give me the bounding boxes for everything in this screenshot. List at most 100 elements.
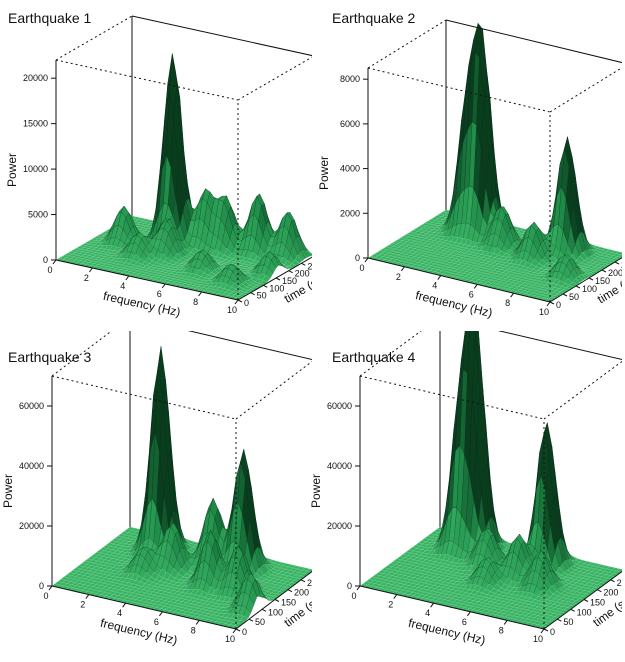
box-edge (549, 67, 622, 113)
x-tick-label: 10 (533, 634, 543, 644)
x-tick (430, 602, 434, 608)
z-tick-label: 0 (43, 255, 48, 265)
y-tick-label: 150 (282, 276, 297, 286)
box-edge (367, 19, 447, 69)
x-tick (198, 291, 203, 297)
x-axis-2 (367, 257, 551, 303)
y-tick (235, 628, 241, 632)
y-tick (301, 262, 306, 266)
x-axis-title: frequency (Hz) (407, 616, 487, 648)
z-tick-label: 60000 (19, 401, 44, 411)
y-tick-label: 100 (582, 284, 597, 294)
chart-title-2: Earthquake 2 (332, 10, 416, 26)
y-tick-label: 250 (621, 260, 622, 270)
surface-plot-2: 020004000600080000246810050100150200250f… (317, 19, 622, 320)
surface-1 (55, 53, 312, 301)
z-tick-label: 40000 (327, 461, 352, 471)
z-tick-label: 5000 (28, 210, 48, 220)
y-tick-label: 50 (257, 291, 267, 301)
x-tick-label: 10 (225, 634, 235, 644)
x-tick (546, 301, 551, 307)
z-tick-label: 0 (347, 581, 352, 591)
surface-plot-4: 02000040000600000246810050100150200250fr… (310, 331, 622, 648)
y-tick-label: 0 (550, 627, 555, 637)
y-tick (583, 599, 589, 602)
x-tick (195, 620, 200, 625)
ticks-4: 02000040000600000246810050100150200250 (327, 401, 622, 644)
z-tick-label: 10000 (23, 164, 48, 174)
chart-title-3: Earthquake 3 (8, 349, 92, 365)
x-tick-label: 2 (396, 272, 401, 282)
box-edge (445, 19, 622, 64)
y-tick-label: 100 (577, 607, 592, 617)
y-tick (261, 608, 267, 612)
box-edge (55, 59, 239, 101)
x-tick (234, 299, 239, 305)
y-tick-label: 0 (242, 627, 247, 637)
y-tick-label: 0 (244, 298, 249, 308)
box-front-3 (51, 331, 312, 630)
x-tick (437, 275, 442, 280)
x-axis-title: frequency (Hz) (99, 616, 179, 648)
y-tick-label: 50 (569, 292, 579, 302)
z-tick-label: 20000 (327, 521, 352, 531)
x-tick (473, 284, 478, 289)
z-axis-title: Power (317, 156, 331, 190)
x-tick-label: 0 (43, 591, 48, 601)
x-tick (364, 257, 369, 263)
y-tick (575, 285, 581, 289)
chart-panel-1: 0 5000 10000 15000 20000 0 2 4 6 8 10 0 50 100 150 200 2… (0, 0, 312, 331)
y-tick-label: 100 (269, 283, 284, 293)
x-tick (48, 585, 53, 591)
z-tick-label: 2000 (340, 208, 360, 218)
y-tick (549, 301, 555, 305)
x-tick (540, 628, 545, 634)
z-tick-label: 40000 (19, 461, 44, 471)
x-tick (52, 259, 57, 265)
x-tick-label: 2 (84, 273, 89, 283)
x-tick-label: 10 (227, 305, 237, 315)
x-tick (510, 292, 515, 298)
z-tick-label: 6000 (340, 119, 360, 129)
y-tick-label: 200 (294, 588, 309, 598)
x-tick-label: 2 (80, 600, 85, 610)
x-tick-label: 6 (157, 289, 162, 299)
box-edge (543, 360, 622, 420)
chart-title-1: Earthquake 1 (8, 10, 92, 26)
y-tick (588, 277, 594, 281)
x-tick-label: 4 (120, 281, 125, 291)
z-tick-label: 4000 (340, 164, 360, 174)
x-tick (158, 611, 163, 617)
ticks-3: 02000040000600000246810050100150200250 (19, 401, 312, 644)
z-tick-label: 60000 (327, 401, 352, 411)
y-tick (601, 269, 607, 273)
x-tick (161, 283, 166, 289)
y-tick (250, 292, 255, 296)
x-tick (122, 602, 126, 608)
x-tick (401, 266, 405, 272)
z-tick-label: 8000 (340, 74, 360, 84)
surface-3 (51, 346, 312, 630)
y-tick-label: 50 (563, 617, 573, 627)
y-tick-label: 100 (268, 607, 283, 617)
x-tick-label: 8 (505, 298, 510, 308)
x-tick-label: 6 (469, 289, 474, 299)
x-tick (503, 620, 508, 625)
x-tick (85, 594, 90, 599)
y-tick (275, 277, 281, 281)
x-tick-label: 8 (191, 625, 196, 635)
x-tick (393, 594, 398, 599)
x-tick (356, 585, 361, 591)
chart-title-4: Earthquake 4 (332, 349, 416, 365)
y-tick (614, 261, 620, 265)
surface-4 (359, 331, 622, 630)
z-tick-label: 0 (39, 581, 44, 591)
surface-2 (367, 22, 622, 303)
x-tick-label: 4 (432, 281, 437, 291)
y-tick (288, 270, 293, 274)
y-tick-label: 250 (617, 578, 622, 588)
box-edge (497, 331, 622, 361)
z-tick-label: 15000 (23, 119, 48, 129)
y-tick-label: 200 (603, 588, 618, 598)
y-tick-label: 50 (255, 617, 265, 627)
